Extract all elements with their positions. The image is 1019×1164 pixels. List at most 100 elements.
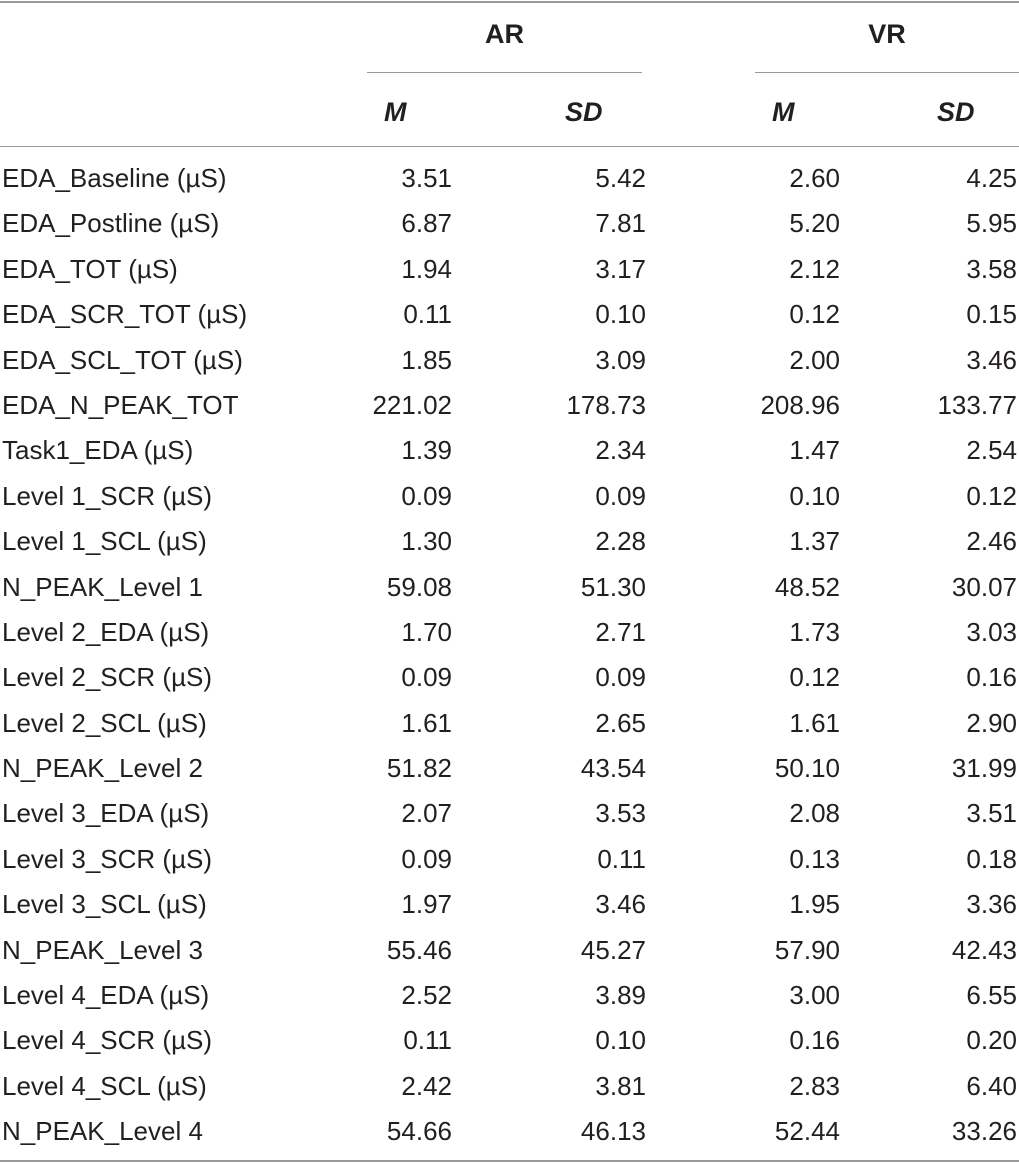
cell-ar-sd: 43.54 — [580, 753, 646, 784]
cell-ar-mean: 0.09 — [401, 843, 452, 874]
cell-vr-mean: 0.12 — [789, 299, 840, 330]
group-rule-ar — [367, 72, 642, 73]
cell-vr-mean: 0.12 — [789, 662, 840, 693]
cell-ar-mean: 1.61 — [401, 707, 452, 738]
cell-ar-sd: 3.53 — [595, 798, 646, 829]
header-rule — [0, 146, 1019, 147]
row-label: EDA_N_PEAK_TOT — [2, 389, 239, 420]
cell-vr-mean: 0.16 — [789, 1025, 840, 1056]
subheader-ar-sd: SD — [565, 97, 603, 127]
table-row: Level 4_EDA (µS) 2.52 3.89 3.00 6.55 — [0, 973, 1019, 1018]
cell-vr-mean: 50.10 — [774, 753, 840, 784]
table-row: Level 3_SCR (µS) 0.09 0.11 0.13 0.18 — [0, 837, 1019, 882]
row-label: Level 3_SCR (µS) — [2, 843, 213, 874]
row-label: EDA_TOT (µS) — [2, 253, 178, 284]
table-row: Level 1_SCL (µS) 1.30 2.28 1.37 2.46 — [0, 519, 1019, 564]
cell-ar-mean: 0.11 — [403, 1025, 452, 1056]
cell-vr-mean: 2.08 — [789, 798, 840, 829]
cell-vr-mean: 5.20 — [789, 208, 840, 239]
cell-ar-sd: 0.11 — [597, 843, 646, 874]
row-label: Level 4_SCR (µS) — [2, 1025, 213, 1056]
cell-vr-mean: 1.61 — [789, 707, 840, 738]
table-row: Level 4_SCL (µS) 2.42 3.81 2.83 6.40 — [0, 1064, 1019, 1109]
cell-ar-sd: 3.81 — [595, 1070, 646, 1101]
cell-ar-mean: 6.87 — [401, 208, 452, 239]
cell-ar-mean: 3.51 — [401, 163, 452, 193]
cell-vr-sd: 133.77 — [937, 389, 1017, 420]
table-row: EDA_Postline (µS) 6.87 7.81 5.20 5.95 — [0, 201, 1019, 246]
cell-vr-sd: 2.90 — [966, 707, 1017, 738]
table-row: Level 3_SCL (µS) 1.97 3.46 1.95 3.36 — [0, 882, 1019, 927]
cell-ar-sd: 3.09 — [595, 344, 646, 375]
cell-vr-sd: 42.43 — [951, 934, 1017, 965]
group-header-ar: AR — [485, 19, 524, 49]
cell-vr-mean: 48.52 — [774, 571, 840, 602]
table-row: Level 3_EDA (µS) 2.07 3.53 2.08 3.51 — [0, 791, 1019, 836]
cell-ar-sd: 2.65 — [595, 707, 646, 738]
table-top-rule — [0, 1, 1019, 3]
cell-ar-mean: 2.07 — [401, 798, 452, 829]
cell-ar-sd: 0.09 — [595, 480, 646, 511]
cell-ar-mean: 2.42 — [401, 1070, 452, 1101]
table-row: Task1_EDA (µS) 1.39 2.34 1.47 2.54 — [0, 428, 1019, 473]
cell-vr-mean: 2.83 — [789, 1070, 840, 1101]
cell-ar-sd: 0.10 — [595, 299, 646, 330]
cell-ar-sd: 0.10 — [595, 1025, 646, 1056]
cell-vr-sd: 6.40 — [966, 1070, 1017, 1101]
cell-vr-mean: 0.13 — [789, 843, 840, 874]
cell-ar-mean: 1.94 — [401, 253, 452, 284]
cell-vr-mean: 1.95 — [789, 889, 840, 920]
row-label: EDA_SCL_TOT (µS) — [2, 344, 243, 375]
row-label: EDA_Baseline (µS) — [2, 163, 227, 193]
cell-vr-sd: 33.26 — [951, 1116, 1017, 1147]
cell-ar-sd: 51.30 — [580, 571, 646, 602]
row-label: Level 3_SCL (µS) — [2, 889, 207, 920]
subheader-vr-mean: M — [772, 97, 795, 127]
row-label: Level 1_SCR (µS) — [2, 480, 213, 511]
table-row: EDA_Baseline (µS) 3.51 5.42 2.60 4.25 — [0, 156, 1019, 201]
cell-ar-sd: 7.81 — [595, 208, 646, 239]
cell-vr-sd: 3.03 — [966, 616, 1017, 647]
cell-vr-sd: 3.36 — [966, 889, 1017, 920]
cell-vr-mean: 1.73 — [789, 616, 840, 647]
table-row: N_PEAK_Level 1 59.08 51.30 48.52 30.07 — [0, 565, 1019, 610]
row-label: Level 1_SCL (µS) — [2, 526, 207, 557]
cell-ar-mean: 51.82 — [386, 753, 452, 784]
cell-ar-mean: 2.52 — [401, 980, 452, 1011]
cell-vr-mean: 2.60 — [789, 163, 840, 193]
cell-ar-sd: 45.27 — [580, 934, 646, 965]
table-body: EDA_Baseline (µS) 3.51 5.42 2.60 4.25 EDA_Pos… — [0, 156, 1019, 1155]
cell-ar-mean: 1.39 — [401, 435, 452, 466]
table-row: Level 2_EDA (µS) 1.70 2.71 1.73 3.03 — [0, 610, 1019, 655]
table-bottom-rule — [0, 1160, 1019, 1162]
cell-ar-mean: 1.30 — [401, 526, 452, 557]
table-row: N_PEAK_Level 2 51.82 43.54 50.10 31.99 — [0, 746, 1019, 791]
cell-ar-sd: 2.71 — [595, 616, 646, 647]
row-label: Level 4_EDA (µS) — [2, 980, 210, 1011]
table-row: Level 4_SCR (µS) 0.11 0.10 0.16 0.20 — [0, 1018, 1019, 1063]
cell-ar-mean: 1.97 — [401, 889, 452, 920]
group-rule-vr — [755, 72, 1019, 73]
cell-ar-mean: 1.70 — [401, 616, 452, 647]
cell-ar-sd: 3.89 — [595, 980, 646, 1011]
table-row: EDA_SCL_TOT (µS) 1.85 3.09 2.00 3.46 — [0, 338, 1019, 383]
cell-vr-sd: 4.25 — [966, 163, 1017, 193]
cell-ar-mean: 0.09 — [401, 480, 452, 511]
cell-ar-mean: 221.02 — [372, 389, 452, 420]
table-row: Level 1_SCR (µS) 0.09 0.09 0.10 0.12 — [0, 474, 1019, 519]
cell-vr-mean: 52.44 — [774, 1116, 840, 1147]
cell-ar-mean: 1.85 — [401, 344, 452, 375]
cell-vr-sd: 30.07 — [951, 571, 1017, 602]
cell-ar-sd: 0.09 — [595, 662, 646, 693]
table-row: EDA_SCR_TOT (µS) 0.11 0.10 0.12 0.15 — [0, 292, 1019, 337]
cell-ar-sd: 3.46 — [595, 889, 646, 920]
group-header-vr: VR — [868, 19, 906, 49]
cell-vr-mean: 0.10 — [789, 480, 840, 511]
subheader-ar-mean: M — [384, 97, 407, 127]
table-row: Level 2_SCL (µS) 1.61 2.65 1.61 2.90 — [0, 701, 1019, 746]
table-row: N_PEAK_Level 4 54.66 46.13 52.44 33.26 — [0, 1109, 1019, 1154]
cell-vr-sd: 0.20 — [966, 1025, 1017, 1056]
row-label: N_PEAK_Level 4 — [2, 1116, 203, 1147]
cell-vr-sd: 0.15 — [966, 299, 1017, 330]
